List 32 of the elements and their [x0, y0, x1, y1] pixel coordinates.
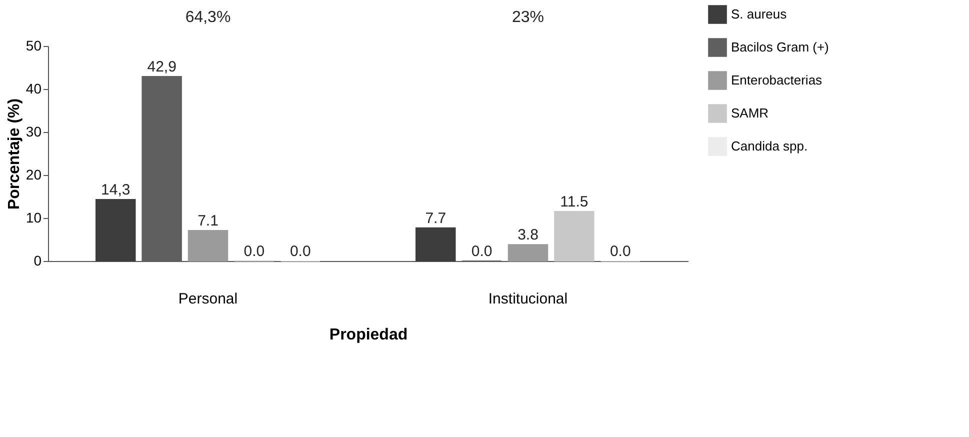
legend-label: Bacilos Gram (+)	[731, 40, 829, 54]
y-tick-label: 0	[34, 252, 42, 268]
data-label: 0.0	[610, 243, 631, 260]
bar	[554, 211, 594, 262]
y-tick-label: 10	[26, 210, 42, 226]
y-tick-label: 50	[26, 38, 42, 54]
y-tick-label: 30	[26, 124, 42, 140]
data-label: 14,3	[101, 182, 130, 199]
text: 64,3%	[185, 9, 231, 26]
bar	[188, 230, 228, 262]
y-tick-label: 20	[26, 166, 42, 182]
x-tick-label: Personal	[178, 290, 238, 308]
y-axis-title: Porcentaje (%)	[6, 98, 23, 210]
data-label: 0.0	[471, 243, 492, 260]
x-axis-title: Propiedad	[329, 326, 408, 344]
bar	[508, 244, 548, 262]
legend-label: SAMR	[731, 106, 769, 120]
x-tick-label: Institucional	[488, 290, 568, 308]
text: 23%	[512, 9, 544, 26]
data-label: 7.1	[198, 212, 218, 230]
data-label: 0.0	[244, 243, 265, 260]
bar	[416, 227, 456, 262]
y-tick-label: 40	[26, 80, 42, 96]
data-label: 11.5	[560, 194, 588, 211]
data-label: 42,9	[147, 58, 176, 76]
data-label: 3.8	[518, 226, 538, 244]
legend-label: S. aureus	[731, 6, 788, 22]
data-label: 0.0	[290, 243, 311, 260]
legend-label: Candida spp.	[731, 138, 808, 154]
legend-label: Enterobacterias	[731, 72, 823, 88]
bar	[96, 199, 136, 262]
data-label: 7.7	[425, 210, 446, 227]
